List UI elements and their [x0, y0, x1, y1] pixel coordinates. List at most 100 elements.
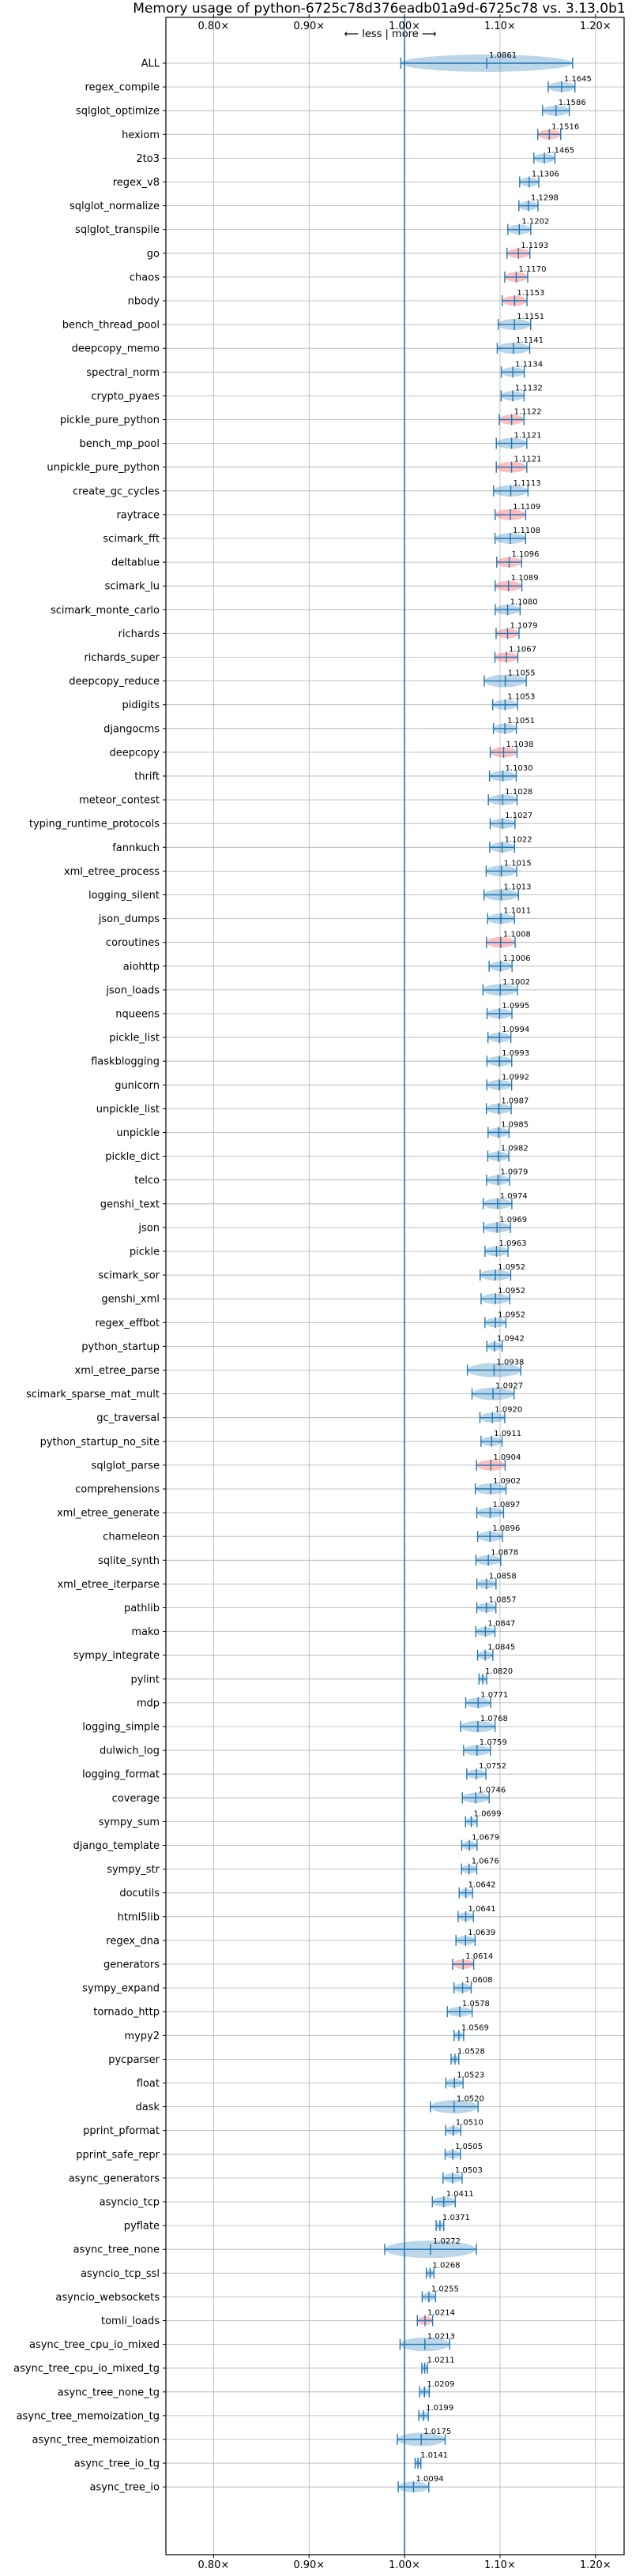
value-label: 1.1134	[515, 360, 543, 369]
category-label: genshi_xml	[101, 1294, 160, 1306]
value-label: 1.1006	[503, 954, 531, 963]
category-label: scimark_fft	[103, 534, 160, 546]
value-label: 1.0952	[498, 1287, 525, 1295]
category-label: mako	[131, 1626, 160, 1638]
category-label: json	[137, 1222, 160, 1234]
value-label: 1.0979	[500, 1168, 528, 1177]
value-label: 1.0141	[420, 2451, 448, 2460]
value-label: 1.0845	[487, 1644, 515, 1652]
category-label: typing_runtime_protocols	[29, 819, 160, 831]
category-label: comprehensions	[75, 1484, 160, 1496]
value-label: 1.0608	[465, 1976, 493, 1985]
category-label: deepcopy	[109, 747, 160, 759]
value-label: 1.0993	[502, 1049, 529, 1058]
value-label: 1.0676	[472, 1858, 499, 1866]
category-label: logging_simple	[82, 1722, 160, 1734]
value-label: 1.0520	[457, 2095, 484, 2104]
value-label: 1.0213	[427, 2333, 455, 2342]
x-tick-label-bottom: 1.10×	[484, 2559, 516, 2571]
category-label: gc_traversal	[96, 1412, 160, 1424]
category-label: pylint	[130, 1674, 160, 1685]
value-label: 1.1645	[564, 75, 592, 84]
category-label: json_loads	[105, 984, 160, 996]
value-label: 1.0952	[498, 1263, 525, 1272]
category-label: fannkuch	[112, 842, 160, 854]
value-label: 1.0759	[480, 1738, 507, 1747]
value-label: 1.1067	[509, 646, 536, 654]
value-label: 1.0371	[442, 2214, 470, 2222]
value-label: 1.1051	[507, 717, 535, 726]
value-label: 1.0642	[468, 1881, 496, 1890]
value-label: 1.0211	[427, 2357, 455, 2365]
category-label: tomli_loads	[101, 2315, 160, 2327]
value-label: 1.1298	[531, 194, 559, 203]
value-label: 1.1027	[505, 812, 532, 820]
value-label: 1.0896	[492, 1524, 520, 1533]
value-label: 1.0752	[479, 1762, 506, 1771]
category-label: create_gc_cycles	[73, 486, 160, 497]
category-label: sympy_expand	[82, 1983, 160, 1995]
category-label: deepcopy_reduce	[69, 676, 160, 688]
value-label: 1.1516	[551, 122, 579, 131]
category-label: dulwich_log	[100, 1745, 160, 1757]
category-label: crypto_pyaes	[91, 391, 160, 403]
value-label: 1.1015	[504, 859, 532, 868]
value-label: 1.1170	[518, 265, 546, 274]
value-label: 1.0578	[462, 2000, 490, 2008]
value-label: 1.1030	[506, 764, 533, 773]
x-tick-label-top: 1.20×	[580, 21, 611, 32]
category-label: async_tree_none	[73, 2244, 160, 2256]
category-label: xml_etree_generate	[57, 1508, 160, 1520]
value-label: 1.0094	[416, 2475, 443, 2484]
category-label: aiohttp	[123, 961, 160, 973]
value-label: 1.0987	[501, 1097, 529, 1105]
value-label: 1.0952	[498, 1310, 525, 1319]
category-label: pprint_pformat	[83, 2125, 160, 2137]
value-label: 1.1122	[514, 408, 542, 417]
value-label: 1.1141	[516, 336, 544, 345]
value-label: 1.0847	[487, 1620, 515, 1629]
value-label: 1.1096	[512, 550, 540, 559]
category-label: bench_mp_pool	[79, 438, 160, 450]
grid	[163, 14, 624, 2558]
category-label: djangocms	[103, 723, 160, 735]
x-tick-label-bottom: 1.20×	[580, 2559, 611, 2571]
x-tick-label-bottom: 1.00×	[389, 2559, 420, 2571]
category-label: pickle_dict	[105, 1151, 160, 1163]
value-label: 1.1002	[502, 978, 530, 987]
value-label: 1.0209	[427, 2380, 454, 2389]
category-label: go	[147, 248, 160, 260]
category-label: html5lib	[118, 1911, 160, 1923]
value-label: 1.1079	[510, 621, 537, 630]
category-label: async_tree_none_tg	[58, 2387, 160, 2398]
value-label: 1.1202	[521, 218, 549, 227]
value-label: 1.0902	[493, 1477, 521, 1486]
category-label: async_generators	[69, 2173, 160, 2184]
value-label: 1.0974	[500, 1192, 528, 1201]
category-label: flaskblogging	[91, 1056, 160, 1068]
category-label: async_tree_memoization	[32, 2435, 160, 2447]
x-tick-label-top: 1.10×	[484, 21, 516, 32]
category-label: sqlite_synth	[98, 1555, 160, 1567]
category-label: float	[137, 2078, 160, 2090]
category-label: raytrace	[116, 509, 160, 521]
value-label: 1.0857	[489, 1596, 517, 1605]
category-label: xml_etree_process	[64, 866, 160, 878]
value-label: 1.1080	[510, 598, 538, 606]
category-label: sympy_sum	[99, 1817, 160, 1828]
value-label: 1.1153	[517, 289, 544, 298]
value-label: 1.1193	[521, 242, 548, 250]
value-label: 1.0911	[494, 1430, 521, 1438]
value-label: 1.0768	[480, 1715, 508, 1723]
category-label: xml_etree_parse	[75, 1365, 160, 1377]
category-label: hexiom	[122, 129, 160, 141]
category-label: python_startup	[81, 1341, 160, 1353]
value-label: 1.0503	[455, 2166, 483, 2175]
axis-labels: 0.80× 0.80× 0.90× 0.90× 1.00× 1.00× 1.10× 1.10×…	[13, 21, 611, 2571]
category-label: chaos	[130, 272, 160, 283]
value-label: 1.1013	[503, 883, 531, 892]
category-label: sympy_integrate	[73, 1650, 160, 1662]
category-label: unpickle_pure_python	[47, 462, 160, 474]
category-label: pickle_pure_python	[60, 414, 160, 426]
